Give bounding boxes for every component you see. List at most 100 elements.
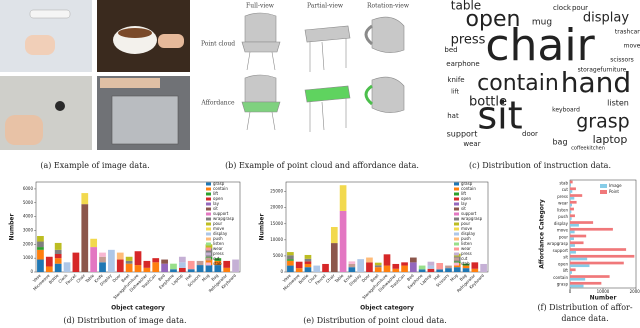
x-tick-label: Clock <box>307 272 319 284</box>
table-top-affordance <box>304 85 351 103</box>
bar-segment <box>223 260 231 268</box>
bar-segment <box>287 260 294 266</box>
bar <box>570 196 575 200</box>
bar-segment <box>170 269 177 272</box>
word: scissors <box>610 57 634 64</box>
caption: (d) Distribution of image data. <box>63 316 186 325</box>
x-tick-label: Bag <box>458 273 467 282</box>
bar-segment <box>304 267 312 272</box>
bar-segment <box>471 262 479 269</box>
bar-segment <box>45 266 53 272</box>
legend-swatch <box>600 184 607 188</box>
bar-segment <box>187 260 195 270</box>
bar-segment <box>223 267 231 272</box>
bar-segment <box>54 254 62 259</box>
x-tick-label: 20000 <box>630 289 640 294</box>
bar-segment <box>99 256 106 263</box>
bar <box>570 190 573 193</box>
x-tick-label: Bowl <box>120 273 130 283</box>
x-tick-label: 0 <box>569 289 572 294</box>
hand-shape <box>25 35 55 55</box>
coffee-shape <box>118 28 152 38</box>
bar <box>570 223 579 227</box>
word: wear <box>463 140 480 148</box>
bar-segment <box>374 265 382 268</box>
chair-legs <box>246 111 276 131</box>
x-tick-label: Mug <box>449 273 459 283</box>
bar-segment <box>471 268 479 272</box>
word: hand <box>561 66 631 99</box>
bar-segment <box>214 258 222 261</box>
caption: (a) Example of image data. <box>40 161 149 170</box>
bar-segment <box>436 269 444 272</box>
bar-segment <box>125 256 133 261</box>
legend-label: push <box>461 236 471 241</box>
legend-label: wear <box>461 246 471 251</box>
y-tick-label: open <box>558 261 568 266</box>
bar-segment <box>187 269 195 272</box>
bar-segment <box>330 227 338 244</box>
word: earphone <box>446 60 479 68</box>
bar-segment <box>108 249 115 272</box>
y-tick-label: cut <box>562 187 569 192</box>
y-tick-label: 2000 <box>23 241 34 246</box>
y-tick-label: 4000 <box>23 214 34 219</box>
bar-segment <box>366 262 373 272</box>
y-tick-label: 0 <box>280 269 283 274</box>
bar-segment <box>72 252 80 272</box>
bar <box>570 257 588 261</box>
bar-segment <box>445 265 452 269</box>
word: bag <box>552 138 567 147</box>
bar-segment <box>436 263 444 270</box>
y-tick-label: contain <box>553 275 568 280</box>
bar <box>570 180 573 184</box>
hand-shape <box>100 78 160 88</box>
y-axis-label: Number <box>9 214 16 241</box>
legend-label: lay <box>461 201 468 206</box>
bar-segment <box>304 254 312 259</box>
legend-label: contain <box>213 186 228 191</box>
mug-body <box>371 16 405 53</box>
bar <box>570 187 576 191</box>
bar <box>570 221 594 224</box>
x-tick-label: Table <box>333 272 345 284</box>
word: table <box>451 0 481 13</box>
word: move <box>624 43 640 50</box>
y-tick-label: 25000 <box>270 189 283 194</box>
legend-swatch <box>454 202 459 206</box>
chair-back <box>244 12 277 43</box>
bar-segment <box>90 238 98 248</box>
bar <box>570 194 583 197</box>
legend-label: listen <box>213 241 224 246</box>
bar <box>570 203 572 207</box>
row-header: Affordance <box>200 100 235 107</box>
hand-shape <box>158 34 184 48</box>
bar-segment <box>313 265 321 272</box>
legend-swatch <box>454 247 459 251</box>
legend-label: press <box>213 251 224 256</box>
caption: (c) Distribution of instruction data. <box>469 161 611 170</box>
bar-segment <box>304 258 312 262</box>
legend-swatch <box>206 187 211 191</box>
rack-shape <box>111 95 179 145</box>
bar <box>570 261 624 265</box>
y-tick-label: listen <box>557 207 568 212</box>
bar-segment <box>196 260 204 266</box>
bar <box>570 264 590 268</box>
bar <box>570 244 575 247</box>
bar-segment <box>63 262 71 272</box>
bar-segment <box>287 265 294 272</box>
bar-segment <box>99 262 106 272</box>
legend-swatch <box>206 192 211 196</box>
bar-segment <box>81 204 89 272</box>
x-tick-label: Vase <box>32 272 43 283</box>
bar-segment <box>383 265 391 272</box>
legend-label: sit <box>213 206 218 211</box>
table-legs <box>309 38 347 72</box>
legend-label: wrapgrasp <box>213 216 235 221</box>
bar-segment <box>152 262 160 272</box>
bar-segment <box>90 247 98 272</box>
legend-swatch <box>454 187 459 191</box>
legend-swatch <box>454 242 459 246</box>
x-tick-label: Clock <box>57 272 69 284</box>
